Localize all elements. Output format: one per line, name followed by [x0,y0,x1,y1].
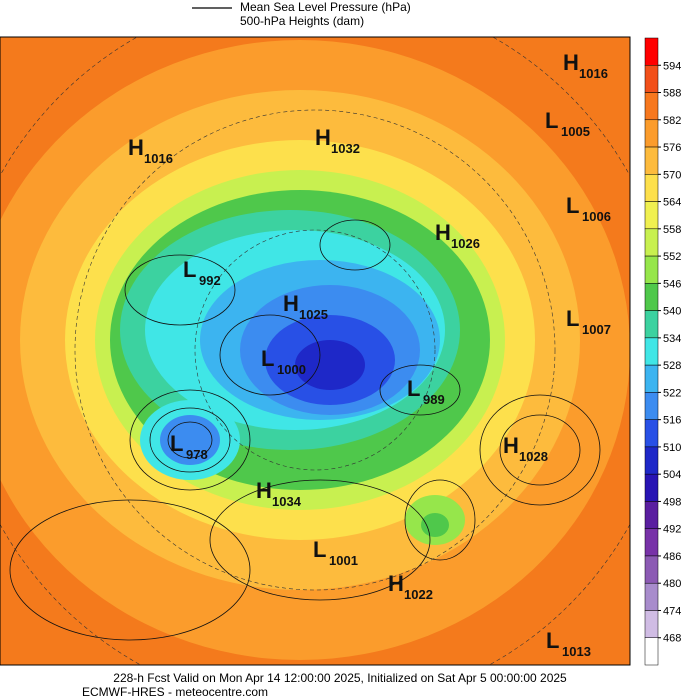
center-kind: H [563,50,579,75]
color-cell [644,364,659,393]
colorbar-label: 570 [663,169,681,181]
color-cell [644,255,659,284]
center-kind: L [545,108,558,133]
center-pressure: 1028 [519,449,548,464]
color-cell [644,419,659,448]
colorbar-label: 576 [663,142,681,154]
colorbar-label: 552 [663,251,681,263]
center-pressure: 1001 [329,553,358,568]
color-cell [644,310,659,339]
center-pressure: 1022 [404,587,433,602]
legend-pressure: Mean Sea Level Pressure (hPa) [240,0,411,14]
color-cell [644,610,659,638]
colorbar-label: 528 [663,360,681,372]
colorbar-label: 522 [663,387,681,399]
color-cell [644,528,659,557]
center-pressure: 1000 [277,362,306,377]
colorbar-label: 588 [663,88,681,100]
color-cell [644,146,659,175]
color-cell [644,119,659,148]
color-cell [644,392,659,420]
center-kind: H [256,478,272,503]
colorbar-label: 492 [663,524,681,536]
legend-heights: 500-hPa Heights (dam) [240,14,364,28]
center-pressure: 1026 [451,236,480,251]
center-kind: L [546,628,559,653]
center-pressure: 1006 [582,209,611,224]
center-pressure: 978 [186,447,208,462]
center-kind: H [388,571,404,596]
center-kind: H [435,220,451,245]
color-cell [644,201,659,230]
center-pressure: 1016 [579,66,608,81]
color-cell [644,637,659,666]
color-cell [644,473,659,502]
colorbar-label: 474 [663,605,681,617]
center-kind: H [283,291,299,316]
center-pressure: 1032 [331,141,360,156]
colorbar-label: 468 [663,633,681,645]
colorbar-label: 510 [663,442,681,454]
colorbar-label: 594 [663,60,681,72]
colorbar-label: 534 [663,333,681,345]
center-kind: L [170,431,183,456]
colorbar-label: 540 [663,306,681,318]
color-cell [644,174,659,202]
footer-valid: 228-h Fcst Valid on Mon Apr 14 12:00:00 … [113,671,567,685]
center-kind: L [261,346,274,371]
colorbar-label: 558 [663,224,681,236]
color-cell [644,65,659,93]
color-cell [644,283,659,311]
colorbar-label: 546 [663,278,681,290]
color-cell [644,228,659,257]
colorbar-label: 486 [663,551,681,563]
center-kind: L [183,257,196,282]
color-cell [644,446,659,475]
footer-source: ECMWF-HRES - meteocentre.com [82,685,268,699]
center-pressure: 1025 [299,307,328,322]
center-kind: L [566,306,579,331]
center-kind: L [566,193,579,218]
center-kind: L [407,376,420,401]
colorbar-label: 504 [663,469,681,481]
color-cell [644,92,659,121]
center-pressure: 1007 [582,322,611,337]
color-cell [644,582,659,611]
color-cell [644,501,659,529]
colorbar-label: 498 [663,496,681,508]
color-cell [644,555,659,584]
center-pressure: 992 [199,273,221,288]
center-kind: H [503,433,519,458]
center-pressure: 1013 [562,644,591,659]
center-kind: H [128,135,144,160]
color-cell [644,337,659,366]
colorbar-label: 564 [663,197,681,209]
colorbar-label: 582 [663,115,681,127]
colorbar-label: 480 [663,578,681,590]
map-frame [0,36,631,666]
center-kind: L [313,537,326,562]
center-pressure: 1005 [561,124,590,139]
colorbar-label: 516 [663,415,681,427]
center-pressure: 1016 [144,151,173,166]
center-kind: H [315,125,331,150]
center-pressure: 989 [423,392,445,407]
color-cell [644,37,659,66]
center-pressure: 1034 [272,494,302,509]
